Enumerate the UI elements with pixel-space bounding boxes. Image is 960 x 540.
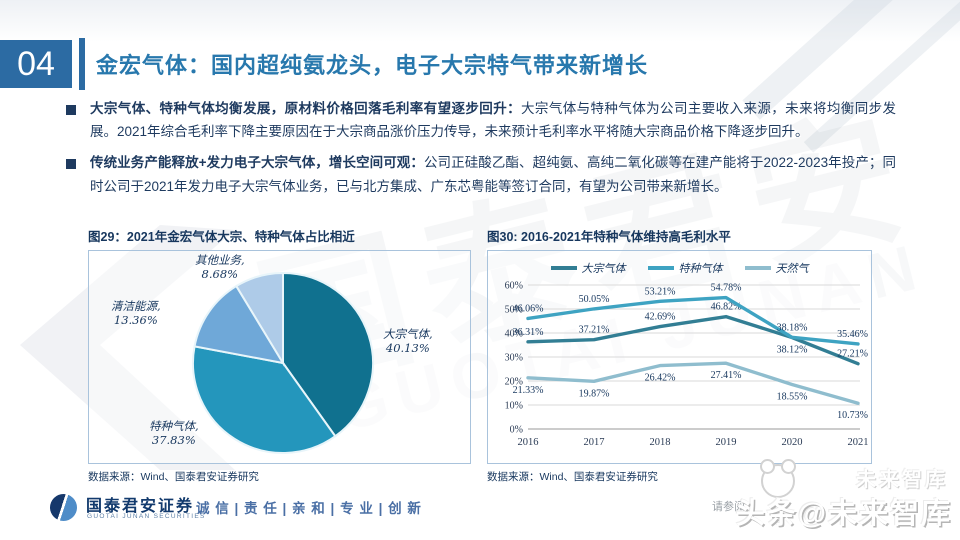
data-label: 35.46% <box>837 329 868 340</box>
x-tick-label: 2017 <box>584 437 605 448</box>
data-label: 38.18% <box>777 322 808 333</box>
data-label: 37.21% <box>579 325 610 336</box>
disclaimer-text: 请参阅 <box>712 501 745 513</box>
data-label: 38.12% <box>777 345 808 356</box>
line-chart-legend: 大宗气体 特种气体 天然气 <box>488 251 871 276</box>
series-line-特种气体 <box>526 295 860 346</box>
series-line-大宗气体 <box>526 314 860 366</box>
pie-chart <box>192 271 374 454</box>
data-label: 18.55% <box>777 391 808 402</box>
pie-slice-label: 清洁能源, 13.36% <box>111 299 161 328</box>
y-tick-label: 10% <box>505 401 523 412</box>
brand-slogan: 诚 信 | 责 任 | 亲 和 | 专 业 | 创 新 <box>196 501 422 516</box>
bullet-text: 大宗气体、特种气体均衡发展，原材料价格回落毛利率有望逐步回升：大宗气体与特种气体… <box>90 97 896 143</box>
legend-item-大宗气体: 大宗气体 <box>550 260 626 276</box>
x-tick-label: 2016 <box>518 437 539 448</box>
bullet-square-icon <box>66 159 76 170</box>
data-label: 53.21% <box>645 286 676 297</box>
data-label: 21.33% <box>513 385 544 396</box>
data-label: 10.73% <box>837 410 868 421</box>
legend-item-天然气: 天然气 <box>744 260 809 276</box>
pie-slice-4 <box>234 271 284 367</box>
legend-swatch <box>550 266 577 270</box>
bottom-watermark-text: 头条@未来智库 <box>735 498 952 530</box>
pie-slice-label: 其他业务, 8.68% <box>195 253 245 282</box>
data-label: 54.78% <box>711 283 742 294</box>
pie-slice-3 <box>193 284 286 365</box>
brand-name: 国泰君安证券 <box>86 498 195 515</box>
line-chart: 0% 10% 20% 30% 40% 50% 60% 2016 2017 2018 2019 2020… <box>505 281 869 449</box>
bullet-lead: 大宗气体、特种气体均衡发展，原材料价格回落毛利率有望逐步回升： <box>90 101 522 116</box>
pie-slice-label: 大宗气体, 40.13% <box>383 327 433 356</box>
pie-chart-area: 大宗气体, 40.13% 特种气体, 37.83% 清洁能源, 13.36% 其他业务, 8.… <box>88 250 471 464</box>
legend-item-特种气体: 特种气体 <box>647 260 723 276</box>
legend-swatch <box>647 266 674 270</box>
data-label: 42.69% <box>645 312 676 323</box>
slide-title: 金宏气体：国内超纯氨龙头，电子大宗特气带来新增长 <box>96 53 649 78</box>
bullet-body: 公司正硅酸乙酯、超纯氨、高纯二氧化碳等在建产能将于2022-2023年投产；同时… <box>90 155 896 194</box>
y-tick-label: 40% <box>505 329 523 340</box>
bullet-item: 传统业务产能释放+发力电子大宗气体，增长空间可观：公司正硅酸乙酯、超纯氨、高纯二… <box>64 151 896 197</box>
brand-subtitle: GUOTAI JUNAN SECURITIES <box>87 513 206 520</box>
series-line-天然气 <box>526 361 860 405</box>
data-label: 27.21% <box>837 349 868 360</box>
line-chart-title: 图30: 2016-2021年特种气体维持高毛利水平 <box>487 230 731 244</box>
data-label: 46.06% <box>513 303 544 314</box>
legend-label: 天然气 <box>775 262 809 275</box>
title-accent-bar <box>79 38 85 90</box>
y-tick-label: 0% <box>510 425 523 436</box>
y-tick-label: 50% <box>505 305 523 316</box>
data-label: 26.42% <box>645 373 676 384</box>
bullet-body: 大宗气体与特种气体为公司主要收入来源，未来将均衡同步发展。2021年综合毛利率下… <box>90 101 897 140</box>
bullet-lead: 传统业务产能释放+发力电子大宗气体，增长空间可观： <box>90 155 424 171</box>
y-tick-label: 20% <box>505 377 523 388</box>
bullet-list: 大宗气体、特种气体均衡发展，原材料价格回落毛利率有望逐步回升：大宗气体与特种气体… <box>64 97 896 206</box>
line-chart-panel: 图30: 2016-2021年特种气体维持高毛利水平 大宗气体 特种气体 天然气 0… <box>487 226 872 484</box>
line-chart-area: 大宗气体 特种气体 天然气 0% 10% 20% 30% 40% 50% 60% 2016 2017… <box>487 250 872 464</box>
pie-slice-2 <box>192 345 337 454</box>
legend-swatch <box>744 266 771 270</box>
line-source-note: 数据来源：Wind、国泰君安证券研究 <box>487 471 658 483</box>
ghost-watermark-text: 未来智库 <box>856 469 948 491</box>
pie-slice-1 <box>282 271 374 438</box>
pie-chart-panel: 图29：2021年金宏气体大宗、特种气体占比相近 大宗气体, 40.13% 特种气体… <box>88 226 471 484</box>
x-tick-label: 2020 <box>782 437 803 448</box>
bullet-square-icon <box>66 105 76 115</box>
bullet-item: 大宗气体、特种气体均衡发展，原材料价格回落毛利率有望逐步回升：大宗气体与特种气体… <box>64 97 896 143</box>
bullet-text: 传统业务产能释放+发力电子大宗气体，增长空间可观：公司正硅酸乙酯、超纯氨、高纯二… <box>90 151 896 197</box>
legend-label: 大宗气体 <box>581 262 626 275</box>
data-label: 19.87% <box>579 388 610 399</box>
footer: 国泰君安证券 GUOTAI JUNAN SECURITIES 诚 信 | 责 任… <box>0 488 960 540</box>
data-label: 46.82% <box>711 302 742 313</box>
x-tick-label: 2021 <box>848 437 869 448</box>
x-tick-label: 2018 <box>650 437 671 448</box>
pie-source-note: 数据来源：Wind、国泰君安证券研究 <box>88 471 259 483</box>
pie-chart-title: 图29：2021年金宏气体大宗、特种气体占比相近 <box>88 230 355 244</box>
panda-logo-icon <box>760 459 796 498</box>
slide-number: 04 <box>0 40 72 88</box>
pie-slice-label: 特种气体, 37.83% <box>149 419 199 448</box>
gtja-logo-icon <box>50 494 77 521</box>
data-label: 36.31% <box>513 327 544 338</box>
data-label: 50.05% <box>579 294 610 305</box>
data-label: 27.41% <box>711 370 742 381</box>
x-tick-label: 2019 <box>716 437 737 448</box>
legend-label: 特种气体 <box>678 262 723 275</box>
y-tick-label: 60% <box>505 281 523 292</box>
y-tick-label: 30% <box>505 353 523 364</box>
